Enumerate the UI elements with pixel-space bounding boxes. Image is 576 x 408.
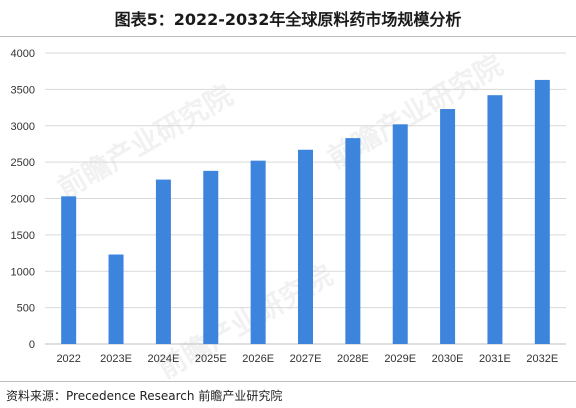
- bar: [203, 170, 219, 344]
- bar: [487, 95, 503, 344]
- x-tick-label: 2027E: [290, 353, 322, 365]
- x-tick-label: 2022: [56, 353, 80, 365]
- x-axis-tick-labels: 2022 2023E 2024E 2025E 2026E 2027E 2028E 2029E 2…: [56, 353, 558, 365]
- bar: [392, 124, 408, 344]
- x-tick-label: 2025E: [195, 353, 227, 365]
- y-axis-tick-labels: 0 500 1000 1500 2000 2500 3000 3500 4000: [11, 48, 35, 351]
- y-tick-label: 500: [17, 303, 35, 315]
- y-tick-label: 4000: [11, 48, 35, 60]
- x-tick-label: 2030E: [432, 353, 464, 365]
- source-note: 资料来源：Precedence Research 前瞻产业研究院: [6, 389, 283, 403]
- bar: [155, 179, 171, 344]
- bar: [345, 138, 361, 344]
- x-tick-label: 2024E: [148, 353, 180, 365]
- x-tick-label: 2023E: [100, 353, 132, 365]
- y-tick-label: 2500: [11, 157, 35, 169]
- chart-title: 图表5：2022-2032年全球原料药市场规模分析: [114, 10, 462, 29]
- y-tick-label: 1500: [11, 230, 35, 242]
- bar: [250, 160, 266, 344]
- bar: [440, 109, 456, 344]
- y-tick-label: 3000: [11, 121, 35, 133]
- bar: [534, 79, 550, 344]
- bar: [298, 149, 313, 344]
- x-tick-label: 2029E: [384, 353, 416, 365]
- title-divider: [0, 36, 576, 37]
- bars: [61, 79, 550, 344]
- x-tick-label: 2032E: [526, 353, 558, 365]
- y-tick-label: 3500: [11, 84, 35, 96]
- bar: [108, 254, 124, 344]
- bar: [61, 196, 77, 344]
- y-tick-label: 0: [29, 339, 35, 351]
- x-tick-label: 2026E: [242, 353, 274, 365]
- x-tick-label: 2028E: [337, 353, 369, 365]
- y-tick-label: 2000: [11, 194, 35, 206]
- footer-divider: [0, 381, 576, 382]
- y-tick-label: 1000: [11, 266, 35, 278]
- x-tick-label: 2031E: [479, 353, 511, 365]
